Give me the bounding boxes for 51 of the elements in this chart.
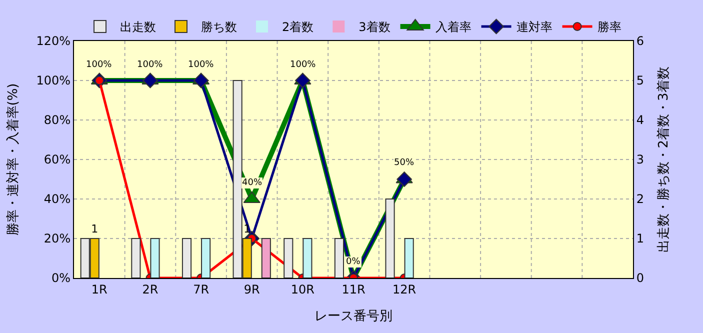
data-label: 100% (137, 60, 164, 70)
x-tick-label: 7R (193, 282, 210, 296)
y2-tick-label: 1 (636, 232, 644, 246)
point (142, 72, 158, 88)
point (193, 72, 209, 88)
data-label: 0% (346, 257, 361, 267)
bar (385, 198, 395, 278)
y-tick-label: 0% (52, 271, 71, 286)
legend-label: 3着数 (358, 20, 390, 34)
y2-tick-label: 4 (636, 113, 644, 128)
y2-tick-label: 6 (636, 34, 644, 48)
x-tick-label: 11R (342, 282, 366, 296)
data-label: 40% (242, 178, 262, 188)
y-tick-label: 100% (36, 74, 71, 88)
data-label: 1 (91, 222, 98, 236)
y-tick-label: 20% (44, 232, 71, 246)
point (295, 72, 310, 88)
bar (261, 238, 271, 278)
y2-axis-title: 出走数・勝ち数・2着数・3着数 (656, 66, 672, 252)
x-tick-label: 9R (244, 282, 260, 296)
legend-label: 連対率 (516, 20, 552, 34)
legend-label: 勝率 (597, 20, 622, 34)
y-tick-label: 120% (36, 34, 71, 48)
x-tick-label: 2R (142, 282, 158, 296)
y-tick-label: 60% (44, 152, 71, 167)
data-label: 100% (290, 60, 316, 70)
data-label: 100% (188, 60, 214, 70)
bar (404, 238, 414, 278)
y-tick-label: 40% (44, 192, 71, 206)
y2-tick-label: 2 (636, 192, 644, 206)
bar (334, 238, 344, 278)
x-tick-label: 1R (91, 282, 108, 296)
x-tick-label: 10R (290, 282, 314, 296)
legend-label: 入着率 (435, 20, 472, 34)
y-axis-title: 勝率・連対率・入着率(%) (5, 83, 22, 236)
y2-tick-label: 0 (636, 271, 644, 286)
data-label: 100% (86, 60, 112, 70)
bar (131, 238, 141, 278)
y2-tick-label: 5 (636, 74, 644, 88)
x-axis-title: レース番号別 (314, 309, 392, 324)
y2-tick-label: 3 (636, 152, 644, 167)
legend-label: 出走数 (120, 20, 156, 34)
legend-label: 2着数 (282, 20, 314, 34)
x-tick-label: 12R (392, 282, 416, 296)
point (396, 172, 412, 187)
y-tick-label: 80% (44, 113, 71, 128)
bar (284, 238, 294, 278)
legend-label: 勝ち数 (201, 20, 237, 34)
data-label: 50% (394, 158, 414, 168)
bar (150, 238, 160, 278)
bar (182, 238, 192, 278)
